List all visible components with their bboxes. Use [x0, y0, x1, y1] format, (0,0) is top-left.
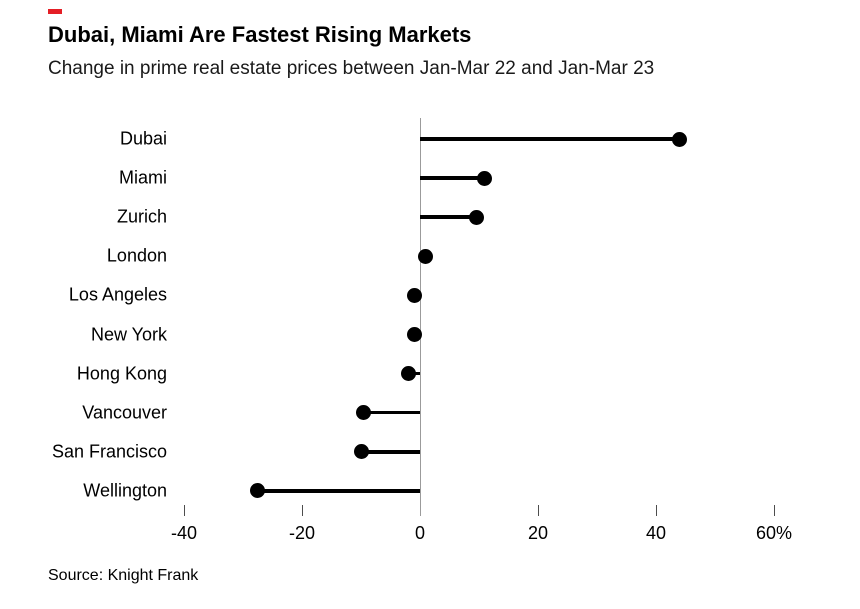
category-label: San Francisco [51, 441, 167, 462]
value-dot [406, 287, 422, 303]
category-label: Los Angeles [68, 284, 167, 305]
category-label: Vancouver [82, 402, 167, 423]
category-label: Miami [119, 167, 167, 188]
value-dot [406, 327, 422, 342]
value-dot [477, 170, 493, 186]
value-dot [356, 405, 372, 421]
x-axis-tick-label: 20 [527, 523, 549, 543]
value-stem [420, 137, 680, 141]
value-dot [250, 483, 266, 499]
chart-subtitle: Change in prime real estate prices betwe… [48, 58, 655, 79]
accent-bar [48, 9, 62, 14]
source-note: Source: Knight Frank [48, 567, 199, 584]
category-label: London [106, 245, 167, 266]
x-axis-tick-label: 60% [755, 523, 793, 543]
category-label: Zurich [116, 206, 167, 227]
x-axis-tick [774, 505, 775, 516]
x-axis-tick [538, 505, 539, 516]
x-axis-tick [302, 505, 303, 516]
category-label: New York [90, 324, 167, 344]
chart-title: Dubai, Miami Are Fastest Rising Markets [48, 22, 472, 47]
value-stem [420, 215, 477, 219]
value-stem [257, 489, 420, 493]
x-axis-tick [656, 505, 657, 516]
x-axis-tick [184, 505, 185, 516]
x-axis-tick-label: -40 [170, 523, 198, 543]
x-axis-tick-label: -20 [288, 523, 316, 543]
value-dot [672, 131, 688, 147]
value-stem [420, 176, 485, 180]
value-dot [400, 366, 416, 382]
value-stem [361, 450, 420, 454]
category-label: Dubai [119, 128, 167, 149]
category-label: Wellington [83, 480, 167, 501]
category-label: Hong Kong [76, 363, 167, 384]
value-dot [418, 248, 434, 264]
zero-axis-line [420, 118, 421, 516]
value-dot [353, 444, 369, 460]
value-dot [468, 209, 484, 225]
value-stem [363, 410, 420, 415]
x-axis-tick-label: 0 [414, 523, 426, 543]
x-axis-tick-label: 40 [645, 523, 667, 543]
